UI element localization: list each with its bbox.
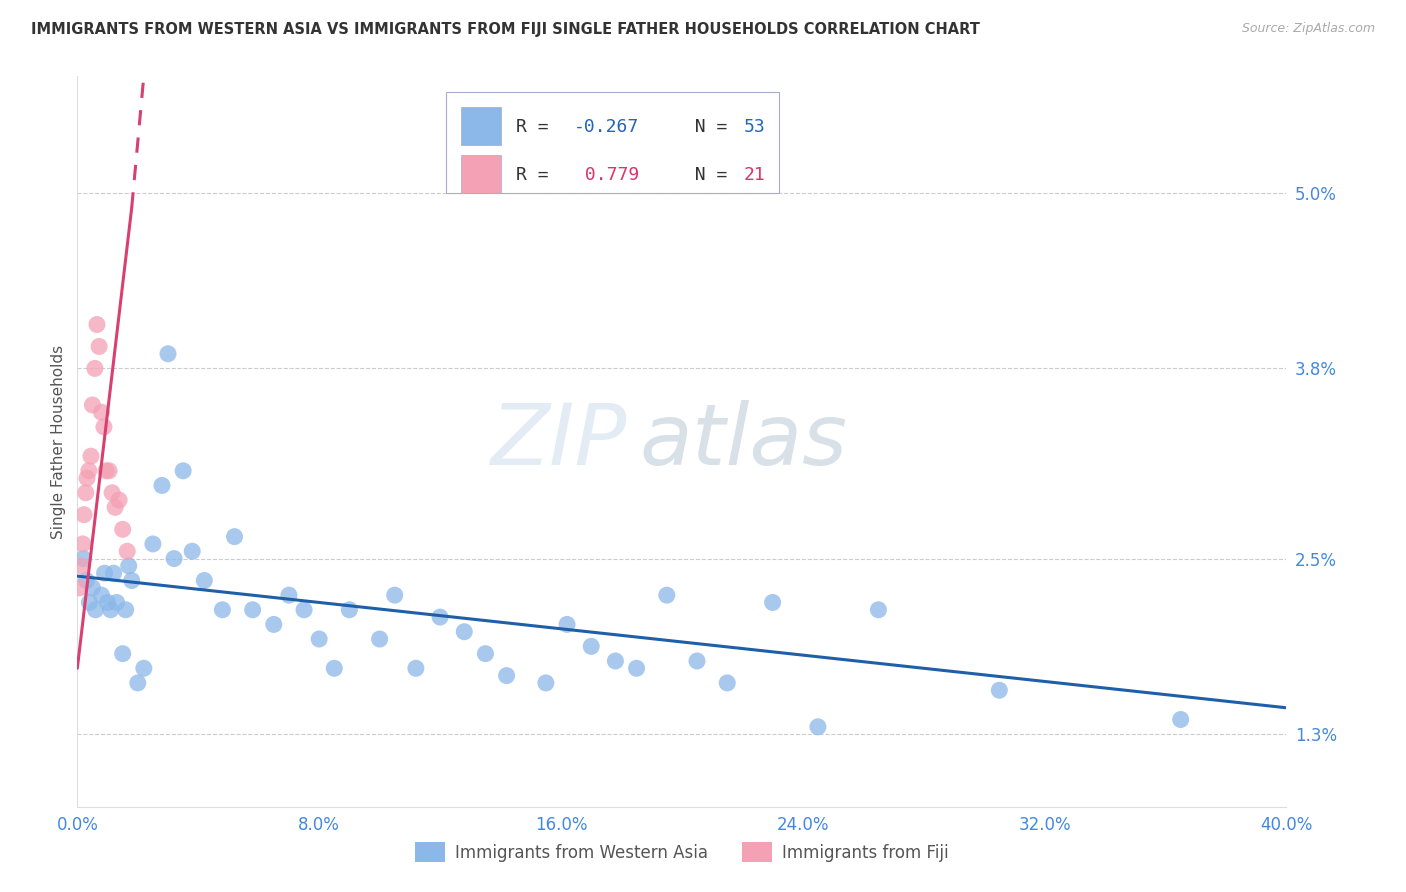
- Point: [150, 478, 173, 492]
- Point: [83, 361, 105, 376]
- Point: [716, 676, 738, 690]
- Point: [368, 632, 391, 646]
- Text: -0.267: -0.267: [574, 118, 640, 136]
- Point: [96, 595, 118, 609]
- Text: 0.779: 0.779: [574, 166, 640, 184]
- Text: N =: N =: [673, 166, 738, 184]
- Point: [1170, 713, 1192, 727]
- Point: [108, 493, 131, 508]
- Point: [75, 574, 97, 588]
- Point: [98, 464, 121, 478]
- Point: [73, 508, 96, 522]
- Point: [115, 544, 138, 558]
- Point: [626, 661, 648, 675]
- Text: atlas: atlas: [640, 400, 848, 483]
- Point: [988, 683, 1011, 698]
- Text: N =: N =: [673, 118, 738, 136]
- Point: [323, 661, 346, 675]
- Point: [242, 603, 264, 617]
- Point: [104, 500, 127, 515]
- Point: [474, 647, 496, 661]
- Point: [605, 654, 627, 668]
- Point: [76, 471, 98, 485]
- Point: [762, 595, 785, 609]
- Text: R =: R =: [516, 118, 560, 136]
- Point: [132, 661, 155, 675]
- Point: [72, 537, 94, 551]
- Point: [172, 464, 194, 478]
- Point: [655, 588, 678, 602]
- Point: [142, 537, 165, 551]
- Y-axis label: Single Father Households: Single Father Households: [51, 344, 66, 539]
- Point: [686, 654, 709, 668]
- Point: [90, 405, 112, 419]
- Text: 53: 53: [744, 118, 765, 136]
- Point: [75, 485, 97, 500]
- Point: [94, 464, 117, 478]
- Legend: Immigrants from Western Asia, Immigrants from Fiji: Immigrants from Western Asia, Immigrants…: [409, 836, 955, 869]
- Text: ZIP: ZIP: [491, 400, 627, 483]
- Point: [118, 558, 141, 573]
- Point: [101, 485, 124, 500]
- Point: [77, 464, 100, 478]
- Point: [105, 595, 128, 609]
- Point: [111, 647, 134, 661]
- Point: [495, 668, 517, 682]
- Point: [90, 588, 112, 602]
- Point: [211, 603, 233, 617]
- Point: [82, 581, 104, 595]
- Point: [82, 398, 104, 412]
- Point: [807, 720, 830, 734]
- Point: [100, 603, 122, 617]
- Point: [337, 603, 360, 617]
- Point: [278, 588, 301, 602]
- Point: [93, 566, 115, 581]
- Point: [308, 632, 330, 646]
- Point: [453, 624, 475, 639]
- Text: IMMIGRANTS FROM WESTERN ASIA VS IMMIGRANTS FROM FIJI SINGLE FATHER HOUSEHOLDS CO: IMMIGRANTS FROM WESTERN ASIA VS IMMIGRAN…: [31, 22, 980, 37]
- Point: [121, 574, 143, 588]
- Point: [157, 347, 180, 361]
- Point: [163, 551, 186, 566]
- Point: [69, 581, 91, 595]
- Point: [86, 318, 108, 332]
- Point: [405, 661, 427, 675]
- Point: [224, 530, 246, 544]
- Bar: [461, 107, 501, 145]
- Point: [534, 676, 557, 690]
- Bar: [461, 155, 501, 193]
- Point: [80, 449, 103, 463]
- Point: [193, 574, 215, 588]
- Point: [72, 551, 94, 566]
- Point: [93, 420, 115, 434]
- Point: [70, 558, 93, 573]
- Point: [111, 522, 134, 536]
- Point: [581, 640, 603, 654]
- Point: [292, 603, 315, 617]
- Point: [114, 603, 136, 617]
- Point: [84, 603, 107, 617]
- Point: [429, 610, 451, 624]
- Text: R =: R =: [516, 166, 560, 184]
- Point: [263, 617, 285, 632]
- Point: [555, 617, 578, 632]
- Point: [384, 588, 406, 602]
- Text: Source: ZipAtlas.com: Source: ZipAtlas.com: [1241, 22, 1375, 36]
- Point: [79, 595, 101, 609]
- Text: 21: 21: [744, 166, 765, 184]
- Point: [181, 544, 204, 558]
- Point: [103, 566, 125, 581]
- FancyBboxPatch shape: [446, 92, 779, 193]
- Point: [868, 603, 890, 617]
- Point: [87, 339, 110, 353]
- Point: [127, 676, 149, 690]
